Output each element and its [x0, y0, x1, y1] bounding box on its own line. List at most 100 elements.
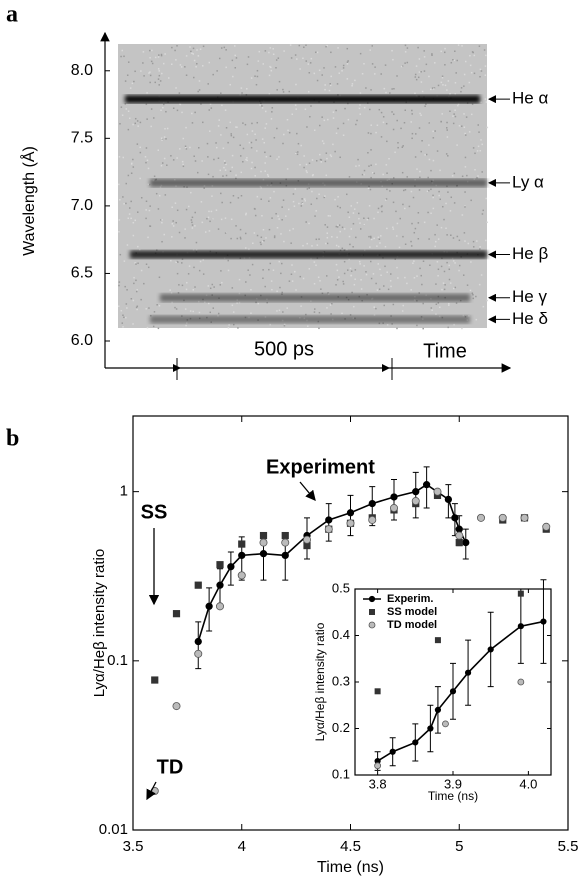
noise-dot [194, 286, 196, 288]
noise-dot [293, 205, 296, 207]
noise-dot [268, 268, 270, 271]
noise-dot [255, 83, 258, 86]
noise-dot [315, 238, 318, 241]
noise-dot [305, 170, 308, 172]
noise-dot [215, 146, 218, 149]
noise-dot [321, 292, 324, 295]
noise-dot [132, 221, 135, 224]
noise-dot [465, 116, 468, 118]
noise-dot [146, 92, 148, 94]
noise-dot [145, 217, 147, 220]
noise-dot [260, 236, 263, 239]
noise-dot [192, 47, 195, 50]
noise-dot [251, 130, 254, 132]
noise-dot [248, 141, 251, 144]
noise-dot [432, 159, 435, 162]
noise-dot [147, 266, 150, 269]
noise-dot [236, 126, 238, 128]
noise-dot [375, 307, 377, 310]
noise-dot [176, 45, 178, 47]
noise-dot [435, 313, 437, 316]
noise-dot [231, 59, 234, 62]
noise-dot [118, 231, 120, 233]
noise-dot [417, 212, 420, 214]
data-point [259, 550, 268, 558]
noise-dot [431, 53, 433, 55]
noise-dot [220, 92, 222, 94]
noise-dot [179, 148, 181, 150]
figure-content: a He α Ly α He β He γ He δ 8.0 7.5 7.0 6.5 6.0 Wave… [6, 2, 578, 877]
noise-dot [231, 166, 233, 169]
noise-dot [315, 51, 317, 54]
noise-dot [455, 302, 458, 304]
noise-dot [285, 215, 287, 217]
noise-dot [361, 72, 364, 75]
noise-dot [244, 232, 247, 235]
data-point [374, 762, 382, 770]
data-point [303, 541, 311, 550]
noise-dot [367, 217, 370, 220]
noise-dot [475, 295, 477, 298]
noise-dot [303, 166, 305, 169]
emission-line [150, 178, 487, 187]
noise-dot [237, 197, 240, 199]
noise-dot [276, 290, 278, 293]
noise-dot [219, 284, 222, 286]
noise-dot [220, 218, 223, 221]
noise-dot [242, 160, 244, 163]
noise-dot [472, 293, 474, 296]
noise-dot [135, 263, 137, 265]
noise-dot [158, 305, 161, 307]
noise-dot [220, 192, 222, 195]
x-tick-label: 3.5 [123, 838, 144, 855]
noise-dot [385, 164, 388, 166]
noise-dot [374, 66, 376, 68]
data-point [412, 739, 419, 746]
noise-dot [464, 60, 467, 63]
noise-dot [429, 264, 431, 266]
noise-dot [194, 211, 196, 214]
noise-dot [316, 244, 319, 246]
noise-dot [231, 287, 234, 289]
noise-dot [185, 288, 188, 291]
noise-dot [254, 214, 257, 217]
data-point [434, 637, 441, 644]
noise-dot [185, 74, 188, 76]
noise-dot [264, 127, 266, 129]
noise-dot [404, 276, 406, 279]
noise-dot [265, 155, 268, 158]
noise-dot [229, 121, 232, 124]
noise-dot [215, 209, 218, 211]
noise-dot [283, 240, 285, 243]
noise-dot [313, 261, 316, 263]
noise-dot [239, 144, 241, 147]
noise-dot [463, 232, 466, 234]
noise-dot [460, 90, 462, 93]
emission-line [125, 95, 480, 104]
noise-dot [359, 263, 361, 265]
data-point [215, 602, 224, 611]
noise-dot [404, 44, 407, 47]
noise-dot [353, 283, 356, 286]
noise-dot [311, 245, 313, 247]
noise-dot [239, 236, 242, 239]
noise-dot [310, 57, 313, 60]
noise-dot [318, 327, 320, 330]
noise-dot [313, 72, 316, 75]
noise-dot [334, 66, 337, 68]
noise-dot [373, 172, 375, 175]
x-tick-label: 5 [455, 838, 463, 855]
noise-dot [221, 281, 223, 284]
noise-dot [472, 246, 475, 248]
noise-dot [196, 171, 199, 174]
noise-dot [331, 236, 333, 238]
noise-dot [342, 122, 345, 125]
noise-dot [382, 116, 385, 118]
noise-dot [413, 231, 416, 234]
noise-dot [136, 305, 139, 308]
noise-dot [397, 142, 399, 144]
noise-dot [147, 236, 149, 239]
noise-dot [336, 269, 339, 272]
noise-dot [437, 268, 440, 271]
noise-dot [251, 161, 253, 164]
